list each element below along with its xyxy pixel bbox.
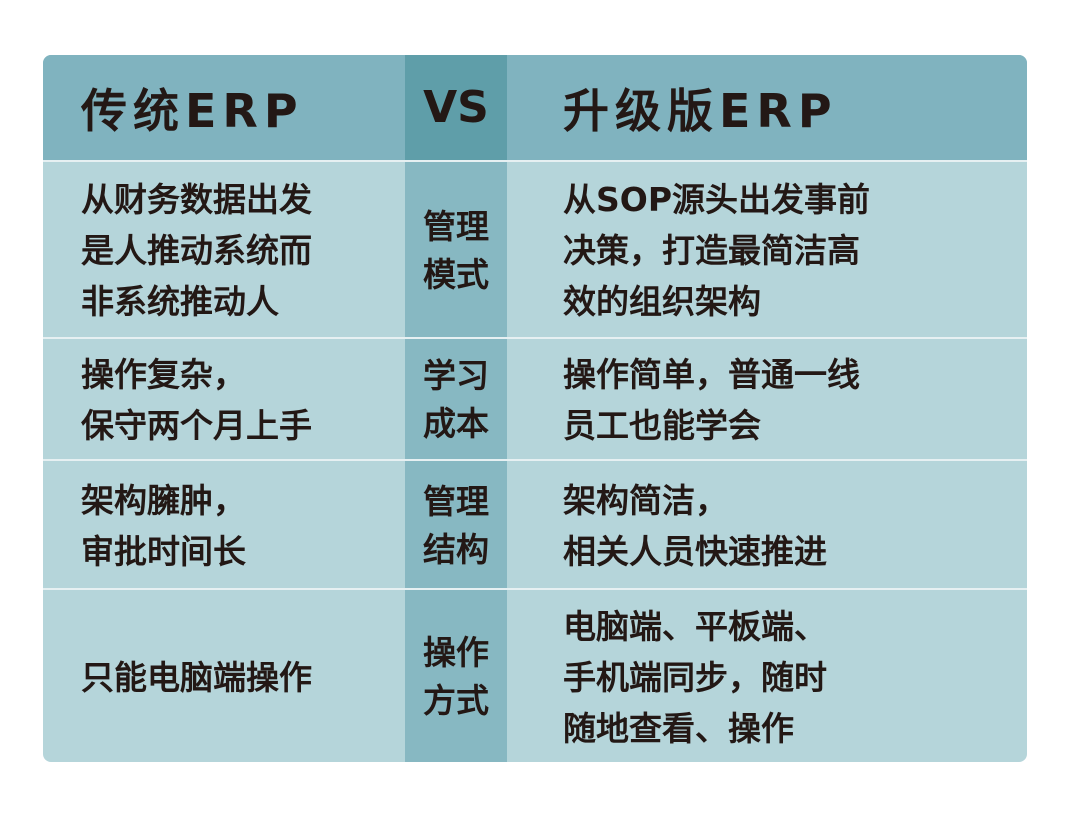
category-cell: 管理 模式: [405, 162, 507, 339]
header-upgraded-erp: 升级版ERP: [563, 83, 838, 138]
traditional-cell: 从财务数据出发 是人推动系统而 非系统推动人: [81, 180, 312, 321]
traditional-cell: 只能电脑端操作: [81, 657, 312, 697]
table-row: 从财务数据出发 是人推动系统而 非系统推动人 管理 模式 从SOP源头出发事前 …: [43, 160, 1027, 339]
traditional-cell: 操作复杂， 保守两个月上手: [81, 355, 312, 445]
traditional-cell: 架构臃肿， 审批时间长: [81, 480, 246, 571]
table-row: 架构臃肿， 审批时间长 管理 结构 架构简洁， 相关人员快速推进: [43, 459, 1027, 590]
category-cell: 管理 结构: [405, 461, 507, 590]
upgraded-cell: 操作简单，普通一线 员工也能学会: [563, 355, 860, 445]
upgraded-cell: 电脑端、平板端、 手机端同步，随时 随地查看、操作: [563, 606, 827, 748]
header-vs: VS: [405, 55, 507, 160]
table-row: 只能电脑端操作 操作 方式 电脑端、平板端、 手机端同步，随时 随地查看、操作: [43, 588, 1027, 762]
table-row: 操作复杂， 保守两个月上手 学习 成本 操作简单，普通一线 员工也能学会: [43, 337, 1027, 461]
comparison-table: 传统ERP VS 升级版ERP 从财务数据出发 是人推动系统而 非系统推动人 管…: [43, 55, 1027, 762]
category-cell: 学习 成本: [405, 339, 507, 461]
header-traditional-erp: 传统ERP: [81, 83, 304, 138]
upgraded-cell: 从SOP源头出发事前 决策，打造最简洁高 效的组织架构: [563, 180, 871, 321]
upgraded-cell: 架构简洁， 相关人员快速推进: [563, 480, 827, 571]
table-header: 传统ERP VS 升级版ERP: [43, 55, 1027, 160]
category-cell: 操作 方式: [405, 590, 507, 762]
